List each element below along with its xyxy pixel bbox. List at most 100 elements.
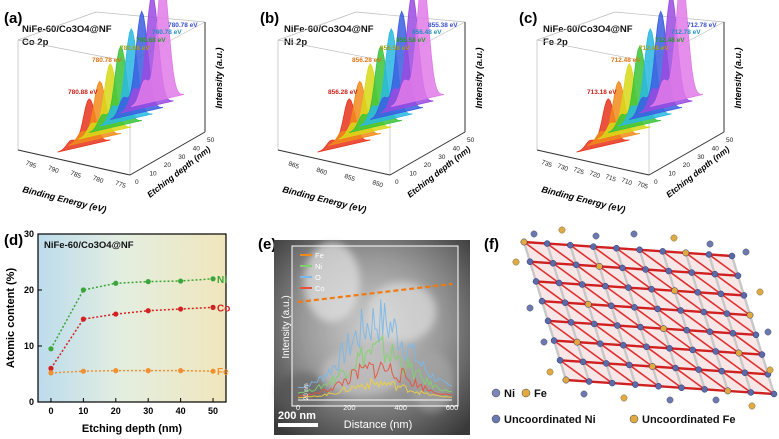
lattice-bond — [633, 307, 642, 328]
lattice-bond — [581, 361, 591, 382]
lattice-bond — [697, 369, 706, 390]
lattice-atom-ni — [567, 319, 575, 326]
lattice-atom-ni — [706, 328, 714, 335]
lattice-bond — [639, 326, 648, 348]
lattice-atom-ni — [689, 346, 696, 354]
lattice-atom-ni — [566, 241, 574, 249]
xps-x-tick-label: 710 — [620, 177, 633, 187]
lattice-bond — [691, 271, 722, 295]
lattice-bond — [663, 327, 687, 332]
lattice-bond — [692, 348, 716, 353]
chart-d-point-fe — [113, 368, 119, 374]
lattice-atom-ni — [734, 272, 742, 279]
chart-d-series-line-co — [50, 306, 214, 369]
lattice-bond — [559, 359, 590, 383]
lattice-bond — [715, 350, 746, 374]
lattice-atom-ni — [672, 364, 679, 372]
linescan-legend-label: O — [315, 273, 321, 282]
lattice-atom-ni — [626, 361, 633, 369]
chart-d-point-fe — [48, 370, 54, 376]
lattice-bond — [604, 285, 613, 307]
lattice-bond — [545, 243, 555, 264]
lattice-atom-ni — [648, 285, 655, 293]
lattice-bond — [610, 305, 641, 328]
lattice-bond — [662, 250, 693, 274]
lattice-bond — [651, 365, 683, 389]
lattice-bond — [730, 255, 740, 277]
chart-d-series-line-ni — [50, 278, 214, 350]
chart-d-x-tick-label: 30 — [143, 406, 153, 416]
xps-3d-box — [17, 11, 206, 176]
legend-label-ni: Ni — [504, 388, 515, 400]
lattice-bond — [692, 349, 723, 372]
lattice-bond — [583, 360, 607, 365]
lattice-atom-ni — [625, 284, 632, 291]
lattice-atom-ni — [729, 330, 737, 337]
lattice-bond — [668, 269, 692, 274]
lattice-bond — [691, 271, 715, 276]
lattice-atom-ni — [619, 264, 626, 272]
lattice-bond — [639, 249, 670, 272]
xps-x-tick-label: 865 — [287, 160, 300, 170]
uncoordinated-fe-atom — [546, 368, 554, 376]
lattice-atom-ni — [544, 317, 552, 325]
lattice-atom-ni — [741, 369, 749, 376]
xps-depth-ticks: 0 10 20 30 40 50 — [654, 137, 734, 186]
lattice-atom-ni — [549, 260, 557, 267]
chart-d-y-axis-label: Atomic content (%) — [5, 268, 17, 369]
chart-d-point-co — [48, 365, 54, 371]
lattice-bond — [674, 289, 698, 294]
lattice-atom-ni — [717, 290, 725, 298]
lattice-bond — [715, 350, 739, 355]
lattice-bond — [565, 301, 589, 306]
lattice-bond — [639, 326, 671, 349]
panel-c-element: Fe 2p — [543, 37, 568, 48]
xps-depth-tick-label: 0 — [135, 179, 139, 186]
lattice-bond — [575, 264, 606, 287]
lattice-bond — [552, 340, 562, 361]
lattice-bond — [657, 307, 681, 312]
lattice-bond — [523, 241, 554, 264]
lattice-bond — [685, 329, 694, 351]
lattice-bond — [697, 291, 721, 296]
uncoordinated-ni-atom — [526, 304, 534, 312]
uncoordinated-ni-atom — [630, 230, 638, 238]
xps-x-tick-label: 795 — [25, 160, 38, 170]
lattice-bond — [587, 303, 618, 327]
xps-depth-tick-label: 20 — [683, 162, 691, 169]
xps-depth-tick-label: 30 — [438, 154, 446, 161]
chart-d-point-fe — [178, 368, 184, 374]
lattice-bond — [599, 265, 623, 270]
linescan-legend-label: Co — [315, 284, 325, 293]
lattice-bond — [708, 253, 733, 258]
xps-peak-label: 855.38 eV — [428, 22, 458, 29]
lattice-bond — [616, 324, 647, 348]
linescan-curve — [297, 299, 453, 389]
panel-f-label: (f) — [484, 236, 499, 253]
chart-d-x-tick-label: 10 — [78, 406, 88, 416]
lattice-bond — [605, 362, 636, 386]
lattice-bond — [640, 325, 664, 330]
linescan-curve — [297, 334, 453, 394]
xps-peak-label: 712.78 eV — [671, 29, 701, 36]
lattice-atom-ni — [688, 269, 696, 276]
lattice-bond — [582, 283, 606, 288]
chart-d-sample-title: NiFe-60/Co3O4@NF — [44, 240, 134, 251]
legend-label-fe: Fe — [534, 388, 547, 400]
xps-x-ticks: 735 730 725 720 715 710 705 — [540, 159, 649, 191]
chart-d-point-fe — [210, 368, 216, 374]
panel-a: (a) NiFe-60/Co3O4@NF Co 2p 780.88 eV 780.… — [0, 0, 260, 220]
lattice-bond — [703, 311, 734, 334]
uncoordinated-fe-atom — [558, 226, 566, 234]
x-axis-line — [17, 149, 131, 176]
lattice-bond — [541, 300, 572, 324]
lattice-bond — [707, 254, 717, 275]
uncoordinated-fe-atom — [766, 366, 774, 374]
lattice-bond — [570, 243, 594, 248]
x-axis-line — [277, 149, 391, 176]
xps-x-tick-label: 725 — [572, 166, 585, 176]
lattice-bond — [713, 273, 723, 295]
xps-depth-tick-label: 40 — [193, 145, 201, 152]
lattice-atom-fe — [671, 287, 679, 295]
